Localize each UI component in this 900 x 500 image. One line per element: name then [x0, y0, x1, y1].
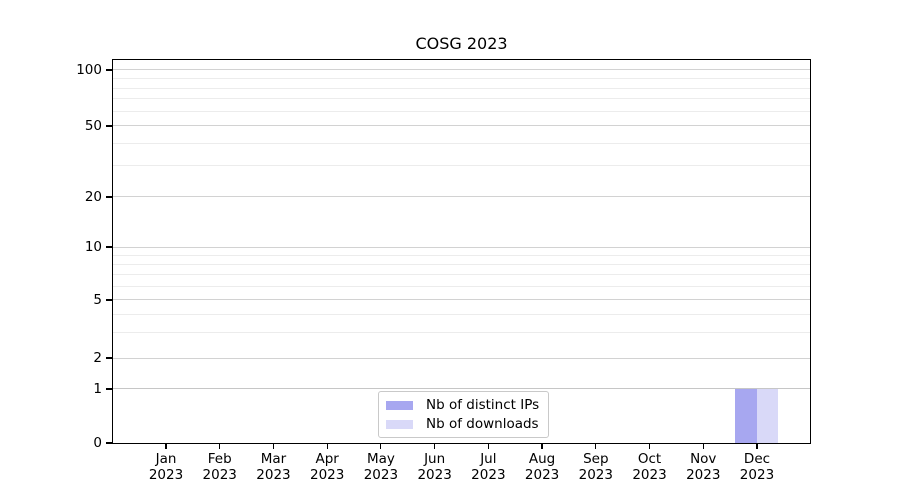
y-tick-label: 100: [76, 61, 102, 78]
x-tick-year: 2023: [471, 467, 506, 483]
x-tick-mark: [272, 443, 275, 449]
x-tick-mark: [434, 443, 436, 449]
x-tick-year: 2023: [256, 467, 291, 483]
gridline-minor: [113, 98, 810, 100]
x-tick-mark: [380, 443, 382, 449]
x-tick-mark: [541, 443, 543, 449]
gridline-major: [113, 69, 810, 71]
x-tick-month: Jun: [424, 451, 446, 467]
x-tick-mark: [595, 443, 597, 449]
legend-swatch-downloads: [386, 419, 413, 429]
x-tick-year: 2023: [739, 467, 775, 483]
y-tick-label: 10: [84, 239, 102, 256]
legend-swatch-distinct-ips: [386, 400, 413, 410]
x-tick-label: Sep 2023: [564, 451, 628, 483]
x-tick-mark: [326, 443, 328, 449]
gridline-minor: [113, 110, 810, 112]
x-tick-mark: [756, 443, 758, 449]
y-tick-mark: [106, 69, 113, 71]
x-tick-mark: [487, 443, 489, 449]
x-tick-month: Mar: [260, 451, 287, 467]
gridline-major: [113, 299, 810, 301]
gridline-minor: [113, 78, 810, 79]
y-tick-label: 2: [93, 350, 102, 366]
gridline-minor: [113, 165, 810, 167]
x-tick-label: Mar 2023: [241, 451, 305, 483]
gridline-major: [113, 246, 810, 248]
x-tick-year: 2023: [524, 467, 560, 483]
gridline-minor: [113, 142, 810, 144]
x-tick-year: 2023: [202, 467, 237, 483]
y-tick-label: 0: [93, 435, 102, 451]
x-tick-label: Nov 2023: [671, 451, 735, 483]
x-tick-month: Dec: [743, 451, 771, 467]
x-tick-month: Feb: [207, 451, 232, 467]
x-tick-label: Jun 2023: [403, 451, 467, 483]
x-tick-year: 2023: [363, 467, 399, 483]
y-tick-label: 1: [93, 380, 102, 397]
y-tick-mark: [106, 442, 113, 444]
x-tick-label: May 2023: [349, 451, 413, 483]
gridline-minor: [113, 313, 810, 315]
x-tick-label: Oct 2023: [618, 451, 682, 483]
x-tick-mark: [702, 443, 704, 449]
x-tick-month: Jan: [155, 451, 177, 467]
gridline-major: [113, 388, 810, 390]
gridline-minor: [113, 285, 810, 287]
legend-item-downloads: Nb of downloads: [386, 416, 539, 432]
y-tick-mark: [106, 196, 113, 198]
gridline-major: [113, 196, 810, 198]
gridline-major: [113, 125, 810, 127]
x-tick-label: Jul 2023: [456, 451, 520, 483]
x-tick-label: Aug 2023: [510, 451, 574, 483]
x-tick-label: Jan 2023: [134, 451, 198, 483]
x-tick-year: 2023: [632, 467, 667, 483]
bar-nb-of-distinct-ips-dec: [735, 388, 757, 443]
bar-nb-of-downloads-dec: [756, 388, 779, 443]
y-tick-mark: [106, 125, 113, 127]
y-tick-mark: [106, 246, 113, 248]
x-tick-label: Dec 2023: [725, 451, 789, 483]
x-tick-month: Jul: [480, 451, 497, 467]
x-tick-month: Apr: [315, 451, 339, 467]
y-tick-mark: [106, 388, 113, 390]
gridline-minor: [113, 263, 810, 265]
y-tick-label: 50: [84, 117, 102, 134]
legend-item-distinct-ips: Nb of distinct IPs: [386, 397, 539, 413]
x-tick-year: 2023: [686, 467, 721, 483]
x-tick-mark: [165, 443, 167, 449]
x-tick-year: 2023: [148, 467, 184, 483]
x-tick-year: 2023: [309, 467, 345, 483]
legend: Nb of distinct IPs Nb of downloads: [378, 391, 550, 438]
chart-title: COSG 2023: [415, 34, 508, 53]
y-tick-mark: [106, 357, 113, 359]
y-tick-label: 20: [84, 188, 102, 205]
gridline-major: [113, 357, 810, 359]
x-tick-mark: [219, 443, 221, 449]
x-tick-year: 2023: [417, 467, 452, 483]
plot-area: [112, 59, 811, 444]
legend-label-distinct-ips: Nb of distinct IPs: [426, 397, 540, 413]
x-tick-label: Apr 2023: [295, 451, 359, 483]
gridline-minor: [113, 273, 810, 275]
x-tick-month: Aug: [528, 451, 556, 467]
x-tick-month: May: [366, 451, 395, 467]
legend-label-downloads: Nb of downloads: [426, 416, 539, 432]
gridline-minor: [113, 331, 810, 333]
gridline-minor: [113, 87, 810, 89]
x-tick-month: Oct: [637, 451, 662, 467]
x-tick-mark: [648, 443, 651, 449]
x-tick-year: 2023: [578, 467, 613, 483]
x-tick-label: Feb 2023: [188, 451, 252, 483]
y-tick-label: 5: [93, 291, 102, 308]
y-tick-mark: [106, 299, 113, 301]
gridline-minor: [113, 254, 810, 256]
x-tick-month: Nov: [690, 451, 717, 467]
x-tick-month: Sep: [583, 451, 609, 467]
